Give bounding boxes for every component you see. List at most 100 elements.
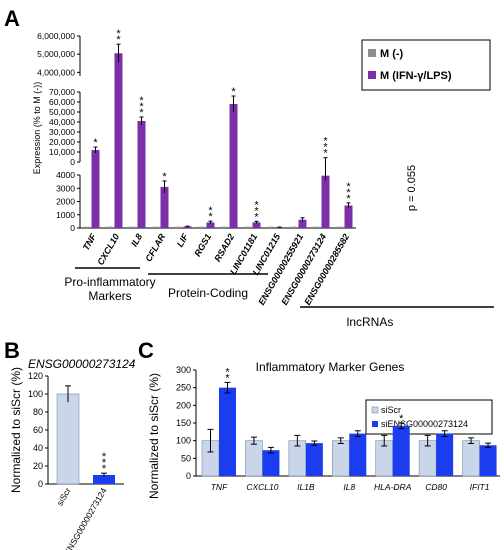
panel-a-y-tick-label: 10,000: [49, 147, 75, 157]
bar-c: [262, 450, 280, 476]
significance-a: *: [323, 136, 328, 148]
bar-a-m-minus: [83, 226, 90, 228]
category-label-a: RSAD2: [212, 232, 236, 263]
panel-a-y-tick-label: 70,000: [49, 87, 75, 97]
bar-a-m-minus: [313, 226, 320, 228]
category-label-c: IL1B: [297, 482, 315, 492]
category-label-a: CXCL10: [95, 232, 121, 267]
panel-a-y-tick-label: 50,000: [49, 107, 75, 117]
significance-a: *: [254, 199, 259, 211]
category-label-c: IFIT1: [470, 482, 490, 492]
bar-a-m-minus: [198, 226, 205, 228]
panel-c-y-tick-label: 0: [186, 471, 191, 481]
bar-a-m-minus: [244, 226, 251, 228]
bar-a-m-ifn: [344, 205, 353, 228]
significance-a: *: [254, 205, 259, 217]
legend-swatch-siscr: [371, 406, 379, 414]
significance-c: *: [225, 372, 230, 384]
category-label-c: IL8: [343, 482, 355, 492]
group-label-protein-coding: Protein-Coding: [168, 286, 248, 300]
panel-c-title: Inflammatory Marker Genes: [256, 360, 405, 374]
bar-a-m-minus: [290, 226, 297, 228]
bar-a-m-minus: [175, 226, 182, 228]
bar-b: [56, 393, 80, 485]
bar-a-m-minus: [152, 226, 159, 228]
panel-b-y-tick-label: 120: [28, 371, 43, 381]
panel-a-y-tick-label: 30,000: [49, 127, 75, 137]
category-label-a: ENSG00000285582: [302, 232, 351, 307]
category-label-a: TNF: [81, 232, 99, 253]
panel-label-c: C: [138, 338, 154, 363]
panel-label-b: B: [4, 338, 20, 363]
category-label-b: siScr: [55, 486, 73, 508]
panel-a-y-tick-label: 1000: [56, 210, 75, 220]
panel-b-y-tick-label: 20: [33, 461, 43, 471]
panel-c-y-tick-label: 100: [176, 436, 191, 446]
significance-a: *: [323, 142, 328, 154]
bar-a-m-minus: [267, 226, 274, 228]
panel-b-y-tick-label: 80: [33, 407, 43, 417]
bar-a-m-ifn: [229, 104, 238, 228]
legend-swatch-m-minus: [368, 49, 376, 57]
bar-a-m-minus: [221, 226, 228, 228]
significance-a: *: [93, 137, 98, 149]
significance-a: *: [254, 211, 259, 223]
panel-c-y-tick-label: 150: [176, 418, 191, 428]
panel-a-legend-box: [361, 39, 491, 91]
panel-b-ylabel: Normalized to siScr (%): [9, 367, 23, 493]
panel-b-y-tick-label: 60: [33, 425, 43, 435]
group-label-lncrnas: lncRNAs: [347, 315, 394, 329]
category-label-a: IL8: [129, 232, 144, 248]
panel-c-legend-box: [365, 399, 493, 435]
legend-swatch-m-ifn: [368, 71, 376, 79]
legend-label-m-ifn: M (IFN-γ/LPS): [380, 70, 452, 82]
significance-b: *: [102, 451, 107, 463]
bar-a-m-ifn: [91, 150, 100, 228]
significance-a: *: [208, 211, 213, 223]
bar-c: [479, 445, 497, 476]
bar-a-m-ifn: [298, 219, 307, 228]
panel-a-y-tick-label: 20,000: [49, 137, 75, 147]
panel-c-legend: siScr siENSG00000273124: [365, 399, 493, 435]
category-label-a: RGS1: [192, 232, 213, 258]
panel-label-a: A: [4, 6, 20, 31]
significance-a: *: [162, 171, 167, 183]
panel-a-ylabel: Expression (% to M (-)): [32, 82, 42, 175]
category-label-c: HLA-DRA: [374, 482, 412, 492]
panel-a-y-tick-label: 0: [70, 223, 75, 233]
panel-a-y-tick-label: 0: [70, 157, 75, 167]
significance-a: *: [116, 34, 121, 46]
panel-a-p-annotation: p = 0.055: [406, 165, 418, 211]
bar-a-m-minus: [106, 226, 113, 228]
panel-b-y-tick-label: 100: [28, 389, 43, 399]
bar-a-m-ifn: [160, 186, 169, 228]
category-label-a: CFLAR: [143, 232, 167, 264]
bar-a-m-ifn: [252, 222, 261, 228]
panel-c-y-tick-label: 300: [176, 365, 191, 375]
bar-c: [305, 443, 323, 476]
panel-a-y-tick-label: 40,000: [49, 117, 75, 127]
bar-a-m-minus: [129, 226, 136, 228]
significance-b: *: [102, 463, 107, 475]
panel-a-y-tick-label: 5,000,000: [37, 49, 75, 59]
panel-a-y-tick-label: 2000: [56, 197, 75, 207]
bar-a-m-ifn: [275, 227, 284, 228]
bar-b: [93, 475, 115, 484]
bar-c: [331, 440, 350, 477]
panel-b-y-tick-label: 0: [38, 479, 43, 489]
significance-b: *: [102, 457, 107, 469]
panel-a-y-tick-label: 6,000,000: [37, 31, 75, 41]
significance-a: *: [208, 205, 213, 217]
significance-a: *: [139, 107, 144, 119]
panel-a-y-tick-label: 4,000,000: [37, 67, 75, 77]
significance-a: *: [139, 95, 144, 107]
significance-a: *: [346, 181, 351, 193]
panel-c-y-tick-label: 200: [176, 400, 191, 410]
panel-a-y-tick-label: 4000: [56, 170, 75, 180]
significance-a: *: [139, 101, 144, 113]
legend-label-sienst: siENSG00000273124: [381, 419, 468, 429]
bar-c: [436, 433, 454, 476]
significance-c: *: [399, 413, 404, 425]
bar-c: [392, 425, 410, 476]
